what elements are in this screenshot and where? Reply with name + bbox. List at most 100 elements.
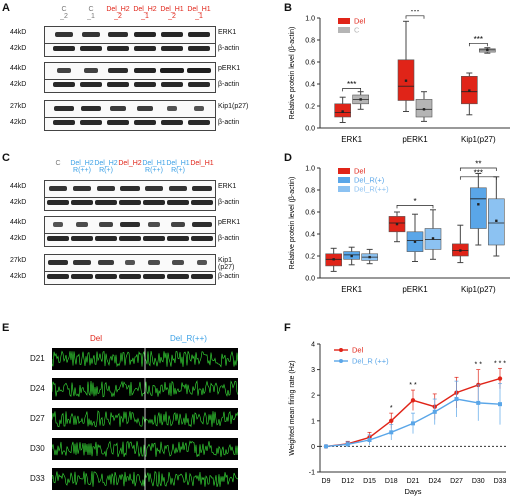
legend-marker [339, 359, 343, 363]
blot-ctrl-label: β-actin [218, 235, 240, 242]
mean-marker [495, 219, 498, 222]
actin-band [191, 200, 213, 205]
panel-f-label: F [284, 322, 291, 334]
data-point [345, 442, 350, 447]
actin-band [119, 200, 141, 205]
box [470, 187, 487, 229]
mw-marker-top: 44kD [10, 29, 27, 36]
trace-waveform [51, 380, 239, 398]
x-tick-label: D27 [450, 478, 463, 485]
data-point [410, 398, 416, 403]
x-category-label: Kip1(p27) [461, 135, 496, 144]
sig-bracket [468, 42, 488, 47]
data-point [411, 421, 415, 426]
target-band [99, 222, 113, 227]
target-band [110, 106, 126, 111]
mean-marker [332, 258, 335, 261]
target-band [194, 106, 204, 111]
lane-label: Del_H2 R(+) [94, 160, 118, 174]
mw-marker-top: 44kD [10, 183, 27, 190]
data-point [389, 418, 394, 423]
mean-marker [404, 79, 408, 82]
actin-band [107, 46, 129, 51]
y-tick-label: 0.0 [305, 126, 315, 133]
trace-signal [51, 348, 239, 370]
target-band [54, 106, 74, 111]
y-tick-label: -1 [309, 470, 315, 477]
actin-band [47, 274, 69, 279]
trace-strip [51, 438, 239, 460]
target-band [134, 68, 156, 73]
blot-target-label: ERK1 [218, 183, 237, 190]
target-band [81, 106, 101, 111]
target-band [160, 68, 184, 73]
panel-b-boxplot: 0.0 0.2 0.4 0.6 0.8 1.0 Relative protein level… [289, 10, 510, 144]
legend-label: Del_R (++) [352, 357, 389, 366]
sig-label: ** [475, 160, 481, 169]
trace-day-label: D33 [30, 474, 45, 483]
target-band [125, 260, 135, 265]
y-tick-label: 0.6 [305, 60, 315, 67]
actin-band [80, 120, 102, 125]
lane-label: Del_H2 [118, 160, 142, 167]
legend-label: Del [352, 346, 364, 355]
legend-swatch [338, 177, 350, 183]
actin-band [143, 200, 165, 205]
y-tick-label: 0.2 [305, 254, 315, 261]
panel-e-group-delr: Del_R(++) [170, 334, 207, 343]
target-band [57, 68, 71, 73]
data-point [476, 400, 481, 405]
lane-label: C _2 [60, 6, 68, 20]
actin-band [134, 82, 156, 87]
panel-a-label: A [2, 2, 10, 14]
target-band [192, 186, 212, 191]
actin-band [80, 82, 102, 87]
actin-band [188, 46, 210, 51]
legend-label: Del_R(++) [354, 185, 389, 194]
actin-band [119, 274, 141, 279]
actin-band [191, 236, 213, 241]
data-point [497, 376, 503, 381]
blot-ctrl-label: β-actin [218, 81, 240, 88]
mean-marker [422, 108, 426, 111]
target-band [120, 222, 140, 227]
actin-band [167, 274, 189, 279]
y-tick-label: 2 [311, 393, 315, 400]
y-tick-label: 0.6 [305, 210, 315, 217]
lane-label: Del_H2 _1 [133, 6, 157, 20]
mw-marker-bottom: 42kD [10, 119, 27, 126]
target-band [108, 68, 128, 73]
lane-label: C _1 [87, 6, 95, 20]
target-band [98, 260, 114, 265]
actin-band [95, 236, 117, 241]
mean-marker [368, 255, 371, 259]
lane-label: Del_H2 _2 [106, 6, 130, 20]
data-point [432, 409, 437, 414]
actin-band [71, 274, 93, 279]
x-category-label: Kip1(p27) [461, 285, 496, 294]
x-tick-label: D21 [407, 478, 420, 485]
target-band [148, 222, 160, 227]
sig-label: *** [474, 35, 483, 44]
lane-label: Del_H1 _1 [187, 6, 211, 20]
actin-band [167, 200, 189, 205]
blot-target-label: ERK1 [218, 29, 237, 36]
actin-band [161, 82, 183, 87]
actin-band [47, 236, 69, 241]
target-band [55, 32, 73, 37]
trace-day-label: D24 [30, 384, 45, 393]
trace-signal [51, 378, 239, 400]
y-axis-label: Weighted mean firing rate (Hz) [289, 360, 296, 455]
trace-day-label: D30 [30, 444, 45, 453]
actin-band [161, 46, 183, 51]
target-band [97, 186, 115, 191]
actin-band [53, 82, 75, 87]
mean-marker [359, 98, 362, 101]
target-band [188, 32, 210, 37]
x-tick-label: D15 [363, 478, 376, 485]
actin-band [47, 200, 69, 205]
actin-band [143, 274, 165, 279]
mean-marker [341, 110, 344, 113]
actin-band [188, 120, 210, 125]
actin-band [71, 236, 93, 241]
